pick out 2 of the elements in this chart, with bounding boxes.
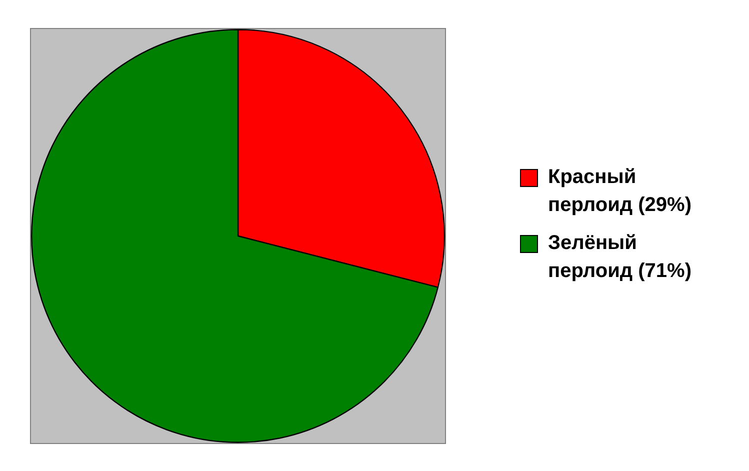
legend-label: Зелёный перлоид (71%) (548, 231, 692, 284)
legend-label: Красный перлоид (29%) (548, 165, 692, 218)
